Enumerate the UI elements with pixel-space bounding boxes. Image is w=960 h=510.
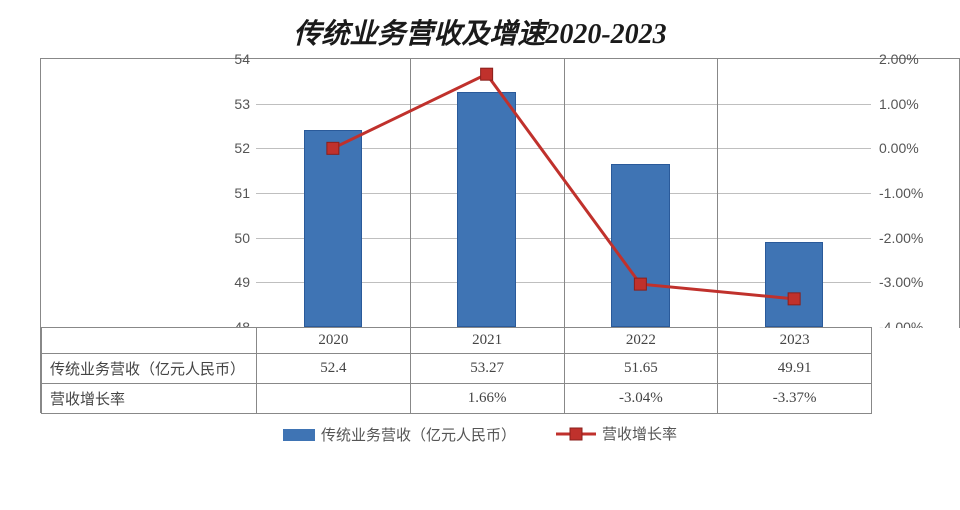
y-right-tick: -1.00%: [879, 185, 923, 201]
y-right-tick: -3.00%: [879, 274, 923, 290]
table-cell: -3.04%: [564, 384, 718, 414]
table-cell: 49.91: [718, 354, 872, 384]
y-right-tick: 2.00%: [879, 51, 919, 67]
y-left-tick: 54: [216, 51, 250, 67]
table-row: 营收增长率 1.66%-3.04%-3.37%: [42, 384, 960, 414]
line-overlay: [256, 59, 871, 327]
table-cell: 2021: [410, 328, 564, 354]
chart-title: 传统业务营收及增速2020-2023: [0, 0, 960, 58]
line-marker-icon: [788, 293, 800, 305]
legend-bar-label: 传统业务营收（亿元人民币）: [321, 424, 516, 445]
line-swatch-icon: [556, 427, 596, 441]
y-left-tick: 52: [216, 140, 250, 156]
table-pad: [872, 354, 960, 384]
table-cell: -3.37%: [718, 384, 872, 414]
line-marker-icon: [327, 142, 339, 154]
bar-swatch-icon: [283, 429, 315, 441]
chart-container: 48495051525354-4.00%-3.00%-2.00%-1.00%0.…: [40, 58, 960, 413]
line-marker-icon: [634, 278, 646, 290]
y-left-tick: 49: [216, 274, 250, 290]
line-marker-icon: [481, 68, 493, 80]
table-cell: 53.27: [410, 354, 564, 384]
y-left-tick: 53: [216, 96, 250, 112]
table-row: 传统业务营收（亿元人民币）52.453.2751.6549.91: [42, 354, 960, 384]
y-right-tick: 1.00%: [879, 96, 919, 112]
table-rowhead: 传统业务营收（亿元人民币）: [42, 354, 257, 384]
table-pad: [872, 328, 960, 354]
table-corner: [42, 328, 257, 354]
legend-item-line: 营收增长率: [556, 423, 677, 444]
data-table-holder: 2020202120222023传统业务营收（亿元人民币）52.453.2751…: [41, 327, 959, 414]
data-table: 2020202120222023传统业务营收（亿元人民币）52.453.2751…: [41, 327, 960, 414]
y-left-tick: 50: [216, 230, 250, 246]
table-cell: 2022: [564, 328, 718, 354]
legend: 传统业务营收（亿元人民币） 营收增长率: [0, 413, 960, 446]
table-cell: 1.66%: [410, 384, 564, 414]
y-right-tick: -2.00%: [879, 230, 923, 246]
plot-area: 48495051525354-4.00%-3.00%-2.00%-1.00%0.…: [256, 59, 871, 327]
y-right-tick: 0.00%: [879, 140, 919, 156]
growth-line: [333, 74, 794, 299]
legend-line-label: 营收增长率: [602, 423, 677, 444]
legend-item-bar: 传统业务营收（亿元人民币）: [283, 424, 516, 445]
table-cell: 51.65: [564, 354, 718, 384]
table-rowhead: 营收增长率: [42, 384, 257, 414]
table-cell: 2020: [257, 328, 411, 354]
table-row: 2020202120222023: [42, 328, 960, 354]
table-pad: [872, 384, 960, 414]
y-left-tick: 51: [216, 185, 250, 201]
table-cell: [257, 384, 411, 414]
table-cell: 2023: [718, 328, 872, 354]
table-cell: 52.4: [257, 354, 411, 384]
